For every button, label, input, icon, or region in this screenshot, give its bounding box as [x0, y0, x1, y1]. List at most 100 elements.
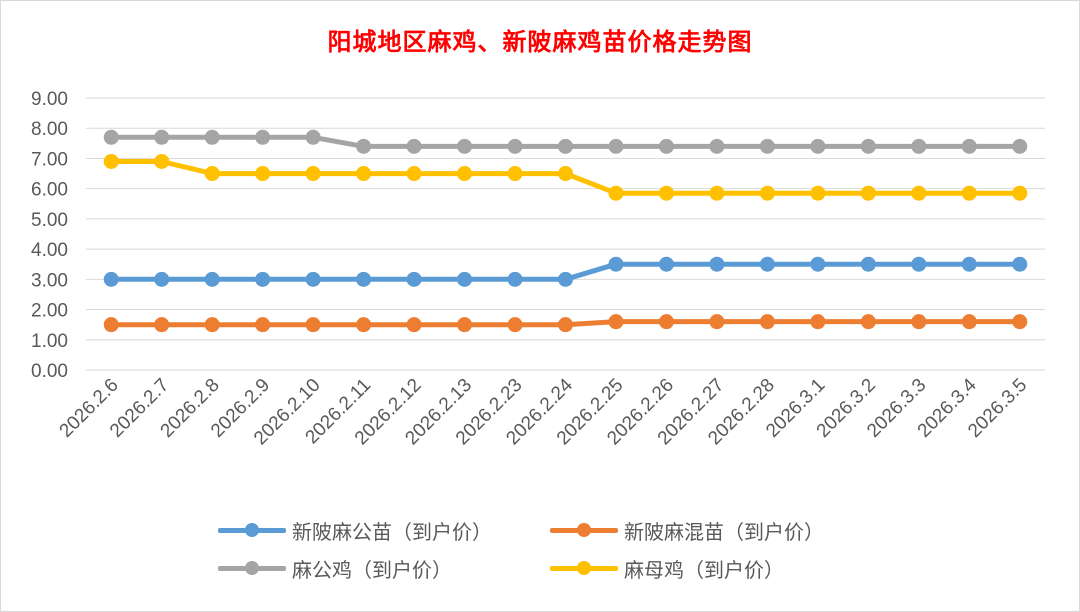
- y-tick-label-8: 8.00: [31, 119, 68, 140]
- legend-dot-0: [245, 523, 259, 537]
- series-1-point-15: [860, 314, 876, 330]
- series-0-point-5: [356, 271, 372, 287]
- series-0-point-1: [154, 271, 170, 287]
- legend-label-3: 麻母鸡（到户价）: [624, 557, 784, 582]
- series-0-point-12: [709, 256, 725, 272]
- series-1-point-13: [759, 314, 775, 330]
- series-3-point-6: [406, 166, 422, 182]
- series-3-point-9: [558, 166, 573, 182]
- legend-item-3: 麻母鸡（到户价）: [550, 553, 784, 583]
- series-0-point-11: [658, 256, 674, 272]
- series-0-point-4: [305, 271, 321, 287]
- series-2-point-15: [860, 138, 876, 154]
- legend-item-0: 新陂麻公苗（到户价）: [218, 515, 492, 545]
- series-3-point-0: [103, 153, 119, 169]
- series-2-point-1: [154, 129, 170, 145]
- series-2-point-14: [810, 138, 826, 154]
- series-3-point-8: [507, 166, 523, 182]
- legend-marker-2: [218, 553, 286, 583]
- series-3-point-11: [658, 185, 674, 201]
- series-3-point-7: [457, 166, 473, 182]
- legend-label-0: 新陂麻公苗（到户价）: [292, 519, 492, 544]
- legend-dot-2: [245, 561, 259, 575]
- series-0-point-2: [204, 271, 220, 287]
- y-tick-label-7: 7.00: [31, 149, 68, 170]
- series-3-point-14: [810, 185, 826, 201]
- legend-label-1: 新陂麻混苗（到户价）: [624, 519, 824, 544]
- series-1-point-16: [911, 314, 927, 330]
- series-1-point-4: [305, 317, 321, 333]
- y-tick-label-1: 1.00: [31, 331, 68, 352]
- legend-dot-1: [577, 523, 591, 537]
- legend-item-1: 新陂麻混苗（到户价）: [550, 515, 824, 545]
- series-0-point-10: [608, 256, 624, 272]
- series-0-point-15: [860, 256, 876, 272]
- series-1-point-3: [255, 317, 271, 333]
- series-2-point-7: [457, 138, 473, 154]
- y-tick-label-4: 4.00: [31, 240, 68, 261]
- series-1-point-1: [154, 317, 170, 333]
- legend-marker-0: [218, 515, 286, 545]
- series-2-point-4: [305, 129, 321, 145]
- series-0-point-18: [1012, 256, 1028, 272]
- series-3-point-10: [608, 185, 624, 201]
- series-2-point-6: [406, 138, 422, 154]
- legend-dot-3: [577, 561, 591, 575]
- legend-label-2: 麻公鸡（到户价）: [292, 557, 452, 582]
- series-2-point-3: [255, 129, 271, 145]
- series-0-point-6: [406, 271, 422, 287]
- series-2-point-16: [911, 138, 927, 154]
- series-2-point-5: [356, 138, 372, 154]
- series-3-point-12: [709, 185, 725, 201]
- series-2-point-11: [658, 138, 674, 154]
- series-2-point-8: [507, 138, 523, 154]
- y-tick-label-6: 6.00: [31, 180, 68, 201]
- series-3-point-18: [1012, 185, 1028, 201]
- series-3-point-2: [204, 166, 220, 182]
- series-3-point-4: [305, 166, 321, 182]
- series-2-point-18: [1012, 138, 1028, 154]
- series-1-point-14: [810, 314, 826, 330]
- series-2-point-17: [961, 138, 977, 154]
- series-0-point-16: [911, 256, 927, 272]
- series-1-point-2: [204, 317, 220, 333]
- legend-item-2: 麻公鸡（到户价）: [218, 553, 452, 583]
- series-0-point-8: [507, 271, 523, 287]
- series-3-point-3: [255, 166, 271, 182]
- series-0-point-14: [810, 256, 826, 272]
- series-1-point-10: [608, 314, 624, 330]
- series-2-point-10: [608, 138, 624, 154]
- series-2-point-0: [103, 129, 119, 145]
- series-1-point-5: [356, 317, 372, 333]
- series-1-point-11: [658, 314, 674, 330]
- series-1-point-6: [406, 317, 422, 333]
- series-1-point-7: [457, 317, 473, 333]
- series-1-point-18: [1012, 314, 1028, 330]
- series-2-point-12: [709, 138, 725, 154]
- series-3-point-16: [911, 185, 927, 201]
- series-1-point-0: [103, 317, 119, 333]
- y-tick-label-5: 5.00: [31, 210, 68, 231]
- series-0-point-3: [255, 271, 271, 287]
- chart-title: 阳城地区麻鸡、新陂麻鸡苗价格走势图: [327, 27, 753, 56]
- series-1-point-9: [558, 317, 573, 333]
- y-tick-label-0: 0.00: [31, 361, 68, 382]
- y-tick-label-3: 3.00: [31, 270, 68, 291]
- y-tick-label-9: 9.00: [31, 89, 68, 110]
- series-1-point-12: [709, 314, 725, 330]
- series-0-point-9: [558, 271, 573, 287]
- series-3-point-15: [860, 185, 876, 201]
- series-0-point-17: [961, 256, 977, 272]
- series-3-point-17: [961, 185, 977, 201]
- y-tick-label-2: 2.00: [31, 301, 68, 322]
- legend-marker-3: [550, 553, 618, 583]
- series-3-point-5: [356, 166, 372, 182]
- series-2-point-2: [204, 129, 220, 145]
- series-1-point-8: [507, 317, 523, 333]
- legend-marker-1: [550, 515, 618, 545]
- series-0-point-13: [759, 256, 775, 272]
- series-0-point-0: [103, 271, 119, 287]
